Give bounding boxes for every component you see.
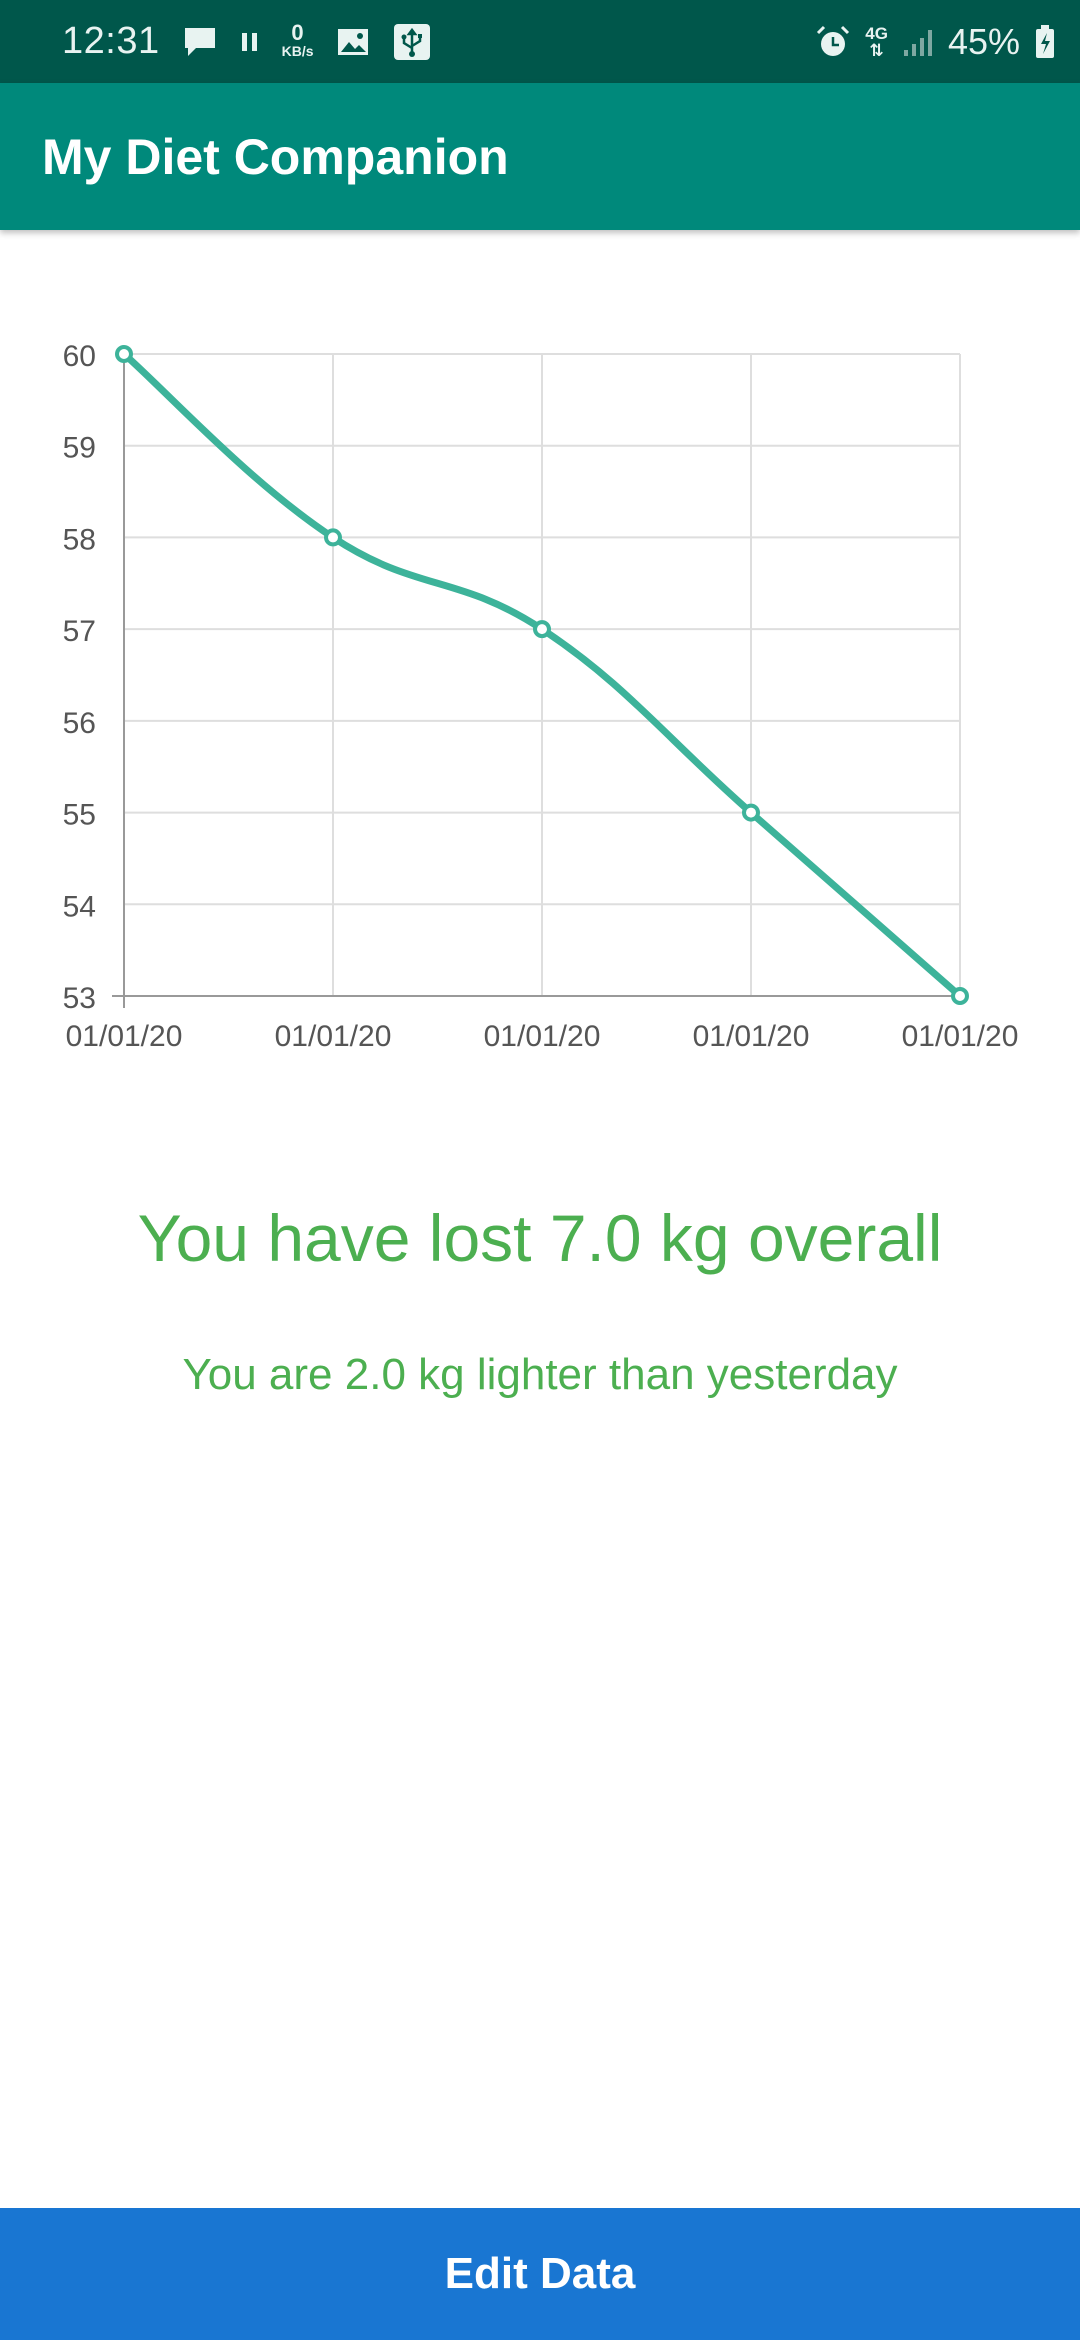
data-point bbox=[115, 345, 133, 363]
x-tick-label: 01/01/20 bbox=[484, 1020, 601, 1053]
y-tick-label: 57 bbox=[63, 615, 96, 648]
overall-loss-text: You have lost 7.0 kg overall bbox=[137, 1201, 943, 1275]
y-tick-label: 55 bbox=[63, 799, 96, 832]
x-tick-label: 01/01/20 bbox=[693, 1020, 810, 1053]
edit-data-button[interactable]: Edit Data bbox=[0, 2208, 1080, 2340]
y-tick-label: 60 bbox=[63, 340, 96, 373]
daily-change-text: You are 2.0 kg lighter than yesterday bbox=[182, 1350, 898, 1399]
app-bar: My Diet Companion bbox=[0, 83, 1080, 230]
status-bar: 12:31 0 KB/s 4G ⇅ 45% bbox=[0, 0, 1080, 83]
data-arrows-icon: 4G ⇅ bbox=[865, 23, 888, 60]
y-tick-label: 58 bbox=[63, 523, 96, 556]
battery-charging-icon bbox=[1034, 24, 1056, 60]
data-point bbox=[742, 803, 760, 822]
data-point bbox=[951, 987, 969, 1005]
alarm-icon bbox=[815, 24, 851, 60]
data-point bbox=[324, 528, 342, 547]
y-tick-label: 54 bbox=[63, 890, 96, 923]
usb-icon bbox=[392, 22, 432, 62]
signal-icon bbox=[902, 26, 934, 58]
y-tick-label: 56 bbox=[63, 707, 96, 740]
data-point bbox=[533, 620, 551, 639]
message-icon bbox=[182, 25, 218, 59]
image-icon bbox=[336, 26, 370, 58]
x-tick-label: 01/01/20 bbox=[66, 1020, 183, 1053]
app-title: My Diet Companion bbox=[42, 128, 509, 185]
y-tick-label: 59 bbox=[63, 432, 96, 465]
net-speed-indicator: 0 KB/s bbox=[281, 19, 314, 59]
battery-percent: 45% bbox=[947, 20, 1020, 62]
y-tick-label: 53 bbox=[63, 982, 96, 1015]
x-tick-label: 01/01/20 bbox=[902, 1020, 1019, 1053]
status-time: 12:31 bbox=[62, 20, 160, 62]
pause-icon bbox=[240, 31, 260, 53]
weight-chart: 53 54 55 56 57 58 59 60 01/01/20 01/01/20 01/01/20… bbox=[63, 340, 1019, 1053]
x-tick-label: 01/01/20 bbox=[275, 1020, 392, 1053]
